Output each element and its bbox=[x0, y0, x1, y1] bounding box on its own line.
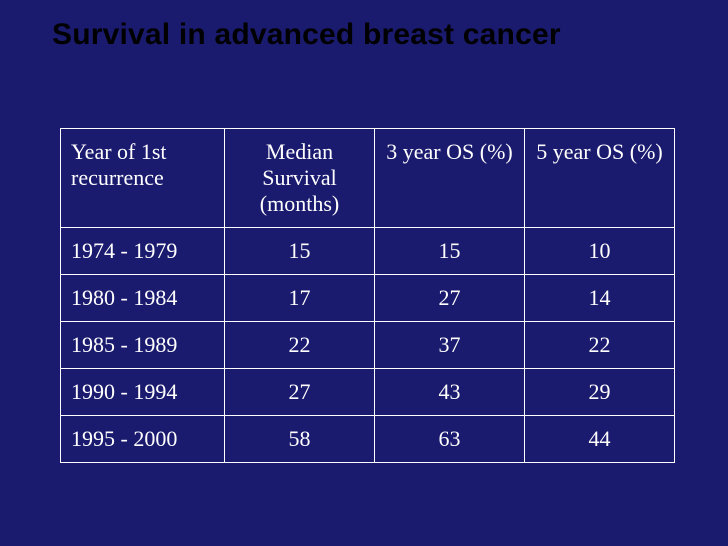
table-row: 1974 - 1979 15 15 10 bbox=[61, 227, 675, 274]
cell-year: 1985 - 1989 bbox=[61, 321, 225, 368]
cell-median: 15 bbox=[225, 227, 375, 274]
cell-5yr: 14 bbox=[525, 274, 675, 321]
table-header-row: Year of 1st recurrence Median Survival (… bbox=[61, 129, 675, 228]
slide-title: Survival in advanced breast cancer bbox=[30, 18, 698, 52]
table-row: 1980 - 1984 17 27 14 bbox=[61, 274, 675, 321]
col-header-5yr: 5 year OS (%) bbox=[525, 129, 675, 228]
cell-3yr: 27 bbox=[375, 274, 525, 321]
slide: Survival in advanced breast cancer Year … bbox=[0, 0, 728, 546]
cell-year: 1990 - 1994 bbox=[61, 368, 225, 415]
cell-5yr: 10 bbox=[525, 227, 675, 274]
cell-5yr: 22 bbox=[525, 321, 675, 368]
cell-median: 17 bbox=[225, 274, 375, 321]
cell-3yr: 63 bbox=[375, 415, 525, 462]
cell-median: 22 bbox=[225, 321, 375, 368]
col-header-3yr: 3 year OS (%) bbox=[375, 129, 525, 228]
cell-year: 1974 - 1979 bbox=[61, 227, 225, 274]
table-row: 1985 - 1989 22 37 22 bbox=[61, 321, 675, 368]
cell-5yr: 44 bbox=[525, 415, 675, 462]
cell-3yr: 37 bbox=[375, 321, 525, 368]
col-header-year: Year of 1st recurrence bbox=[61, 129, 225, 228]
table-row: 1990 - 1994 27 43 29 bbox=[61, 368, 675, 415]
cell-year: 1980 - 1984 bbox=[61, 274, 225, 321]
cell-5yr: 29 bbox=[525, 368, 675, 415]
table-row: 1995 - 2000 58 63 44 bbox=[61, 415, 675, 462]
cell-year: 1995 - 2000 bbox=[61, 415, 225, 462]
cell-median: 58 bbox=[225, 415, 375, 462]
cell-3yr: 15 bbox=[375, 227, 525, 274]
survival-table: Year of 1st recurrence Median Survival (… bbox=[60, 128, 675, 463]
col-header-median: Median Survival (months) bbox=[225, 129, 375, 228]
cell-3yr: 43 bbox=[375, 368, 525, 415]
cell-median: 27 bbox=[225, 368, 375, 415]
